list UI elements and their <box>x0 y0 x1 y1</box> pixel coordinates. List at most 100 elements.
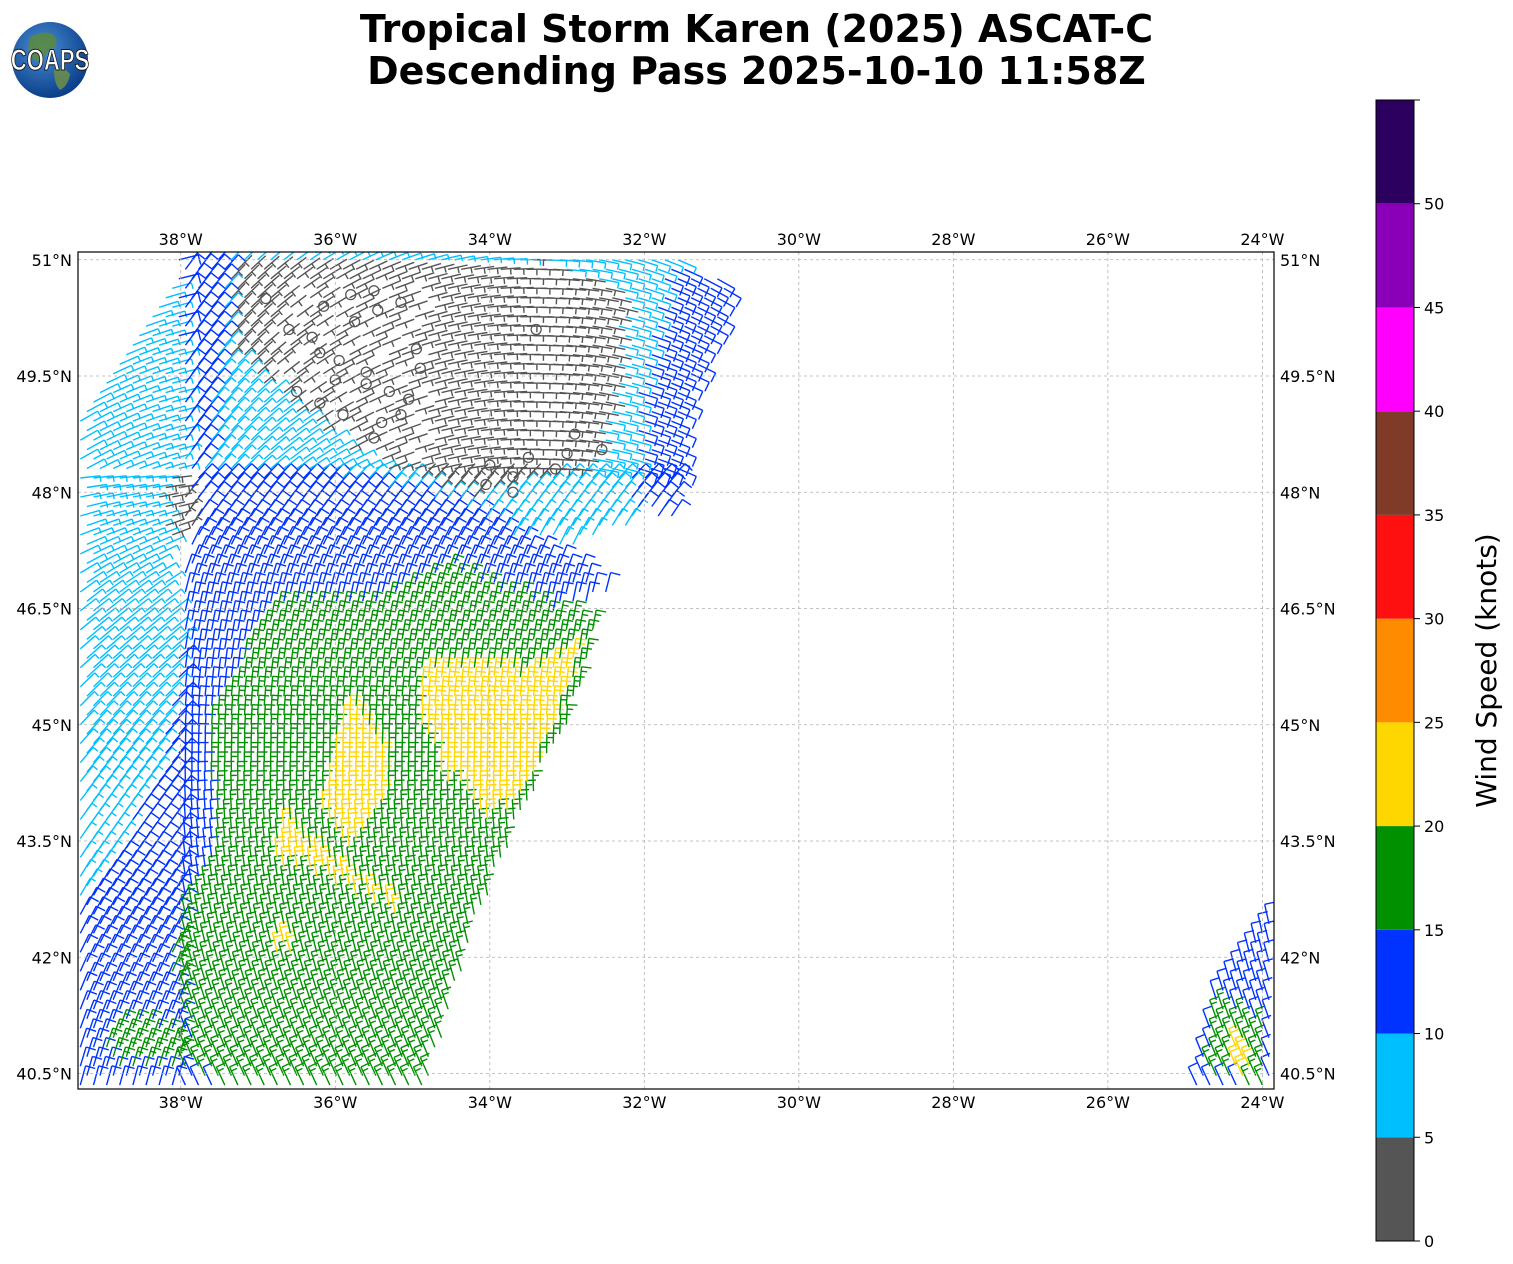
wind-barb <box>414 562 431 583</box>
wind-barb <box>485 779 497 801</box>
wind-barb <box>86 483 109 491</box>
wind-barb <box>224 741 235 763</box>
colorbar-tick-label: 20 <box>1424 817 1444 836</box>
wind-barb <box>250 553 268 574</box>
wind-barb <box>152 625 173 640</box>
wind-barb <box>289 685 303 706</box>
wind-barb <box>480 694 493 716</box>
wind-barb <box>203 1024 214 1048</box>
wind-barb <box>335 471 358 488</box>
wind-barb <box>112 625 133 640</box>
wind-barb <box>119 1065 135 1086</box>
wind-barb <box>217 562 234 583</box>
wind-barb <box>302 685 316 706</box>
colorbar: 0 5 10 15 20 25 30 35 40 45 50 Wind Speed (knots) <box>1375 99 1503 1251</box>
wind-barb <box>250 995 261 1019</box>
wind-barb <box>1260 1033 1271 1057</box>
wind-barb <box>441 967 452 991</box>
wind-barb <box>184 553 202 574</box>
wind-barb <box>243 732 255 754</box>
wind-barb <box>230 713 243 735</box>
wind-barb <box>480 751 491 773</box>
wind-barb <box>158 544 181 555</box>
lon-tick-label-top: 32°W <box>622 230 666 249</box>
wind-barb <box>145 691 165 707</box>
wind-barb <box>493 732 505 754</box>
wind-barb <box>316 553 334 574</box>
wind-barb <box>499 685 513 706</box>
wind-barb <box>92 1027 110 1048</box>
wind-barb <box>335 694 348 716</box>
wind-barb <box>224 995 235 1019</box>
wind-barb <box>223 1014 234 1038</box>
wind-barb <box>427 694 440 716</box>
wind-barb <box>158 1065 175 1086</box>
wind-barb <box>670 498 692 517</box>
wind-barb <box>217 986 229 1010</box>
wind-barb <box>139 553 161 565</box>
wind-barb <box>335 751 347 773</box>
wind-barb <box>545 544 564 564</box>
wind-barb <box>236 779 248 801</box>
wind-barb <box>86 570 108 583</box>
wind-barb <box>499 535 519 555</box>
wind-barb <box>354 779 366 801</box>
wind-barb <box>552 704 565 725</box>
wind-barb <box>243 544 262 564</box>
wind-barb <box>79 653 100 669</box>
wind-barb <box>178 700 201 716</box>
wind-barb <box>559 694 572 716</box>
wind-barb <box>388 713 400 735</box>
wind-barb <box>407 760 419 782</box>
wind-barb <box>447 535 466 555</box>
wind-barb <box>335 732 347 754</box>
wind-barb <box>204 544 223 564</box>
wind-barb <box>380 779 392 801</box>
wind-barb <box>119 544 141 555</box>
wind-barb <box>211 685 224 706</box>
wind-barb <box>99 700 119 716</box>
wind-barb <box>218 967 229 991</box>
wind-barb <box>1241 1005 1252 1029</box>
wind-barb <box>125 700 145 716</box>
wind-barb <box>532 770 543 792</box>
colorbar-tick-label: 35 <box>1424 506 1444 525</box>
wind-barb <box>165 501 186 511</box>
lat-tick-label-left: 49.5°N <box>16 367 72 386</box>
lon-tick-label-top: 36°W <box>313 230 357 249</box>
colorbar-bin <box>1376 514 1414 619</box>
wind-barb <box>211 722 223 744</box>
wind-barb <box>79 579 101 593</box>
wind-barb <box>256 694 270 716</box>
wind-barb <box>138 1055 155 1076</box>
wind-barb <box>185 976 196 1001</box>
wind-barb <box>362 694 375 716</box>
wind-barb <box>355 535 374 555</box>
wind-barb <box>276 704 289 725</box>
wind-barb <box>99 588 121 602</box>
wind-barb <box>539 553 557 574</box>
wind-barb <box>257 986 268 1010</box>
wind-barb <box>145 989 163 1010</box>
wind-barb <box>223 760 235 782</box>
wind-barb <box>447 704 460 725</box>
wind-barb <box>1248 976 1260 1001</box>
wind-barb <box>106 746 125 764</box>
wind-barb <box>249 760 261 782</box>
wind-barb <box>288 1033 299 1057</box>
wind-barb <box>132 971 151 991</box>
wind-barb <box>132 746 151 764</box>
wind-barb <box>138 663 159 678</box>
wind-barb <box>158 635 179 650</box>
wind-barb <box>184 1014 195 1038</box>
wind-barb <box>565 553 583 574</box>
wind-barb <box>152 518 175 527</box>
wind-barb <box>367 1033 378 1057</box>
wind-barb <box>296 562 313 583</box>
wind-barb <box>578 553 596 574</box>
wind-barb <box>1222 976 1234 1001</box>
wind-barb <box>394 995 406 1019</box>
wind-barb <box>250 535 269 555</box>
wind-barb <box>526 704 539 725</box>
wind-barb <box>93 690 113 707</box>
